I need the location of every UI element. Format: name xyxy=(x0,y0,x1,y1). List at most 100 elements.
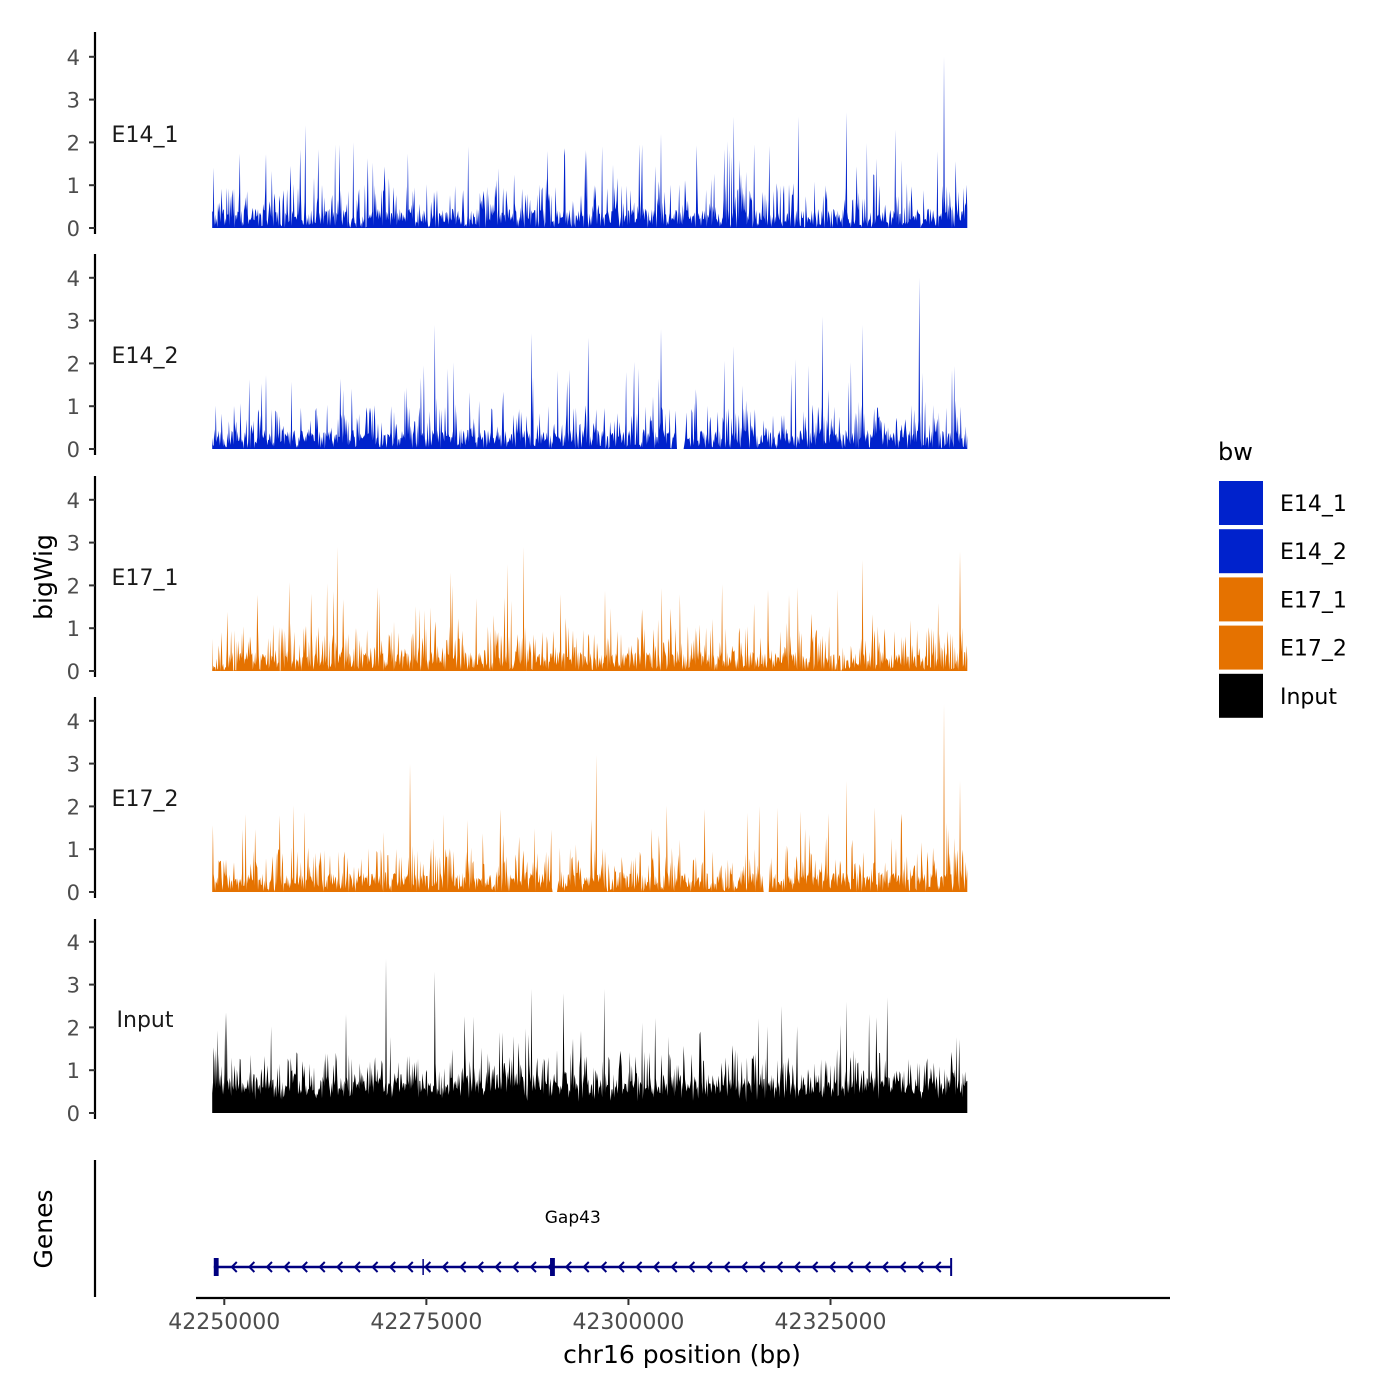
strand-arrow xyxy=(582,1261,590,1273)
track-Input: 0 1 2 3 4 Input xyxy=(67,919,968,1126)
y-tick-label: 1 xyxy=(67,1059,80,1083)
strand-arrow xyxy=(687,1261,696,1273)
legend-label: Input xyxy=(1280,685,1337,710)
strand-arrow xyxy=(635,1261,643,1273)
strand-arrow xyxy=(371,1261,379,1273)
x-tick-label: 42325000 xyxy=(775,1310,887,1335)
legend-swatch-E14_2 xyxy=(1217,527,1265,576)
y-tick-label: 0 xyxy=(67,438,80,462)
y-tick-label: 0 xyxy=(67,1102,80,1126)
strand-arrow xyxy=(881,1261,889,1273)
track-label: E17_1 xyxy=(112,566,179,591)
y-tick-label: 4 xyxy=(67,710,80,734)
exon xyxy=(213,1258,219,1276)
y-tick-label: 2 xyxy=(67,795,80,819)
strand-arrow xyxy=(459,1261,467,1273)
strand-arrow xyxy=(740,1261,748,1273)
gene-name-label: Gap43 xyxy=(545,1208,601,1228)
strand-arrow xyxy=(916,1261,924,1273)
y-tick-label: 4 xyxy=(67,46,80,70)
y-tick-label: 2 xyxy=(67,574,80,598)
strand-arrow xyxy=(775,1261,784,1273)
y-tick-label: 2 xyxy=(67,1016,80,1040)
y-tick-label: 3 xyxy=(67,89,80,113)
legend-label: E17_2 xyxy=(1280,637,1347,662)
y-tick-label: 4 xyxy=(67,931,80,955)
legend: bw E14_1 E14_2 E17_1 E17_2 Input xyxy=(1217,438,1347,720)
strand-arrow xyxy=(828,1261,836,1273)
y-tick-label: 3 xyxy=(67,310,80,334)
strand-arrow xyxy=(723,1261,731,1273)
strand-arrow xyxy=(670,1261,678,1273)
y-tick-label: 3 xyxy=(67,753,80,777)
legend-label: E17_1 xyxy=(1280,588,1347,613)
y-tick-label: 3 xyxy=(67,532,80,556)
strand-arrow xyxy=(247,1261,256,1273)
track-E14_1: 0 1 2 3 4 E14_1 xyxy=(67,32,968,241)
x-tick-label: 42300000 xyxy=(572,1310,684,1335)
strand-arrow xyxy=(335,1261,344,1273)
legend-title: bw xyxy=(1218,438,1253,466)
strand-arrow xyxy=(793,1261,801,1273)
genes-track-label: Genes xyxy=(29,1189,58,1268)
y-tick-label: 4 xyxy=(67,267,80,291)
gene-Gap43: Gap43 xyxy=(213,1208,953,1276)
y-tick-label: 0 xyxy=(67,881,80,905)
legend-swatch-E14_1 xyxy=(1217,479,1265,527)
strand-arrow xyxy=(529,1261,537,1273)
strand-arrow xyxy=(758,1261,766,1273)
track-label: E14_2 xyxy=(112,344,179,369)
strand-arrow xyxy=(283,1261,291,1273)
y-tick-label: 1 xyxy=(67,174,80,198)
y-tick-label: 4 xyxy=(67,489,80,513)
strand-arrow xyxy=(388,1261,396,1273)
strand-arrow xyxy=(476,1261,484,1273)
track-label: Input xyxy=(117,1008,174,1033)
track-label: E17_2 xyxy=(112,787,179,812)
signal-area-E17_2 xyxy=(212,703,968,892)
track-label: E14_1 xyxy=(112,123,179,148)
exon xyxy=(950,1258,953,1276)
genes-panel: Gap43 xyxy=(93,1160,953,1297)
exon xyxy=(550,1258,555,1276)
y-axis-title: bigWig xyxy=(29,534,58,620)
y-tick-label: 2 xyxy=(67,131,80,155)
x-tick-label: 42250000 xyxy=(168,1310,280,1335)
strand-arrow xyxy=(230,1261,238,1273)
x-axis-title: chr16 position (bp) xyxy=(563,1340,801,1369)
strand-arrow xyxy=(863,1261,872,1273)
y-tick-label: 0 xyxy=(67,217,80,241)
strand-arrow xyxy=(353,1261,361,1273)
y-tick-label: 1 xyxy=(67,395,80,419)
strand-arrow xyxy=(564,1261,572,1273)
legend-swatch-Input xyxy=(1217,671,1265,720)
signal-area-E14_1 xyxy=(212,56,968,228)
strand-arrow xyxy=(617,1261,625,1273)
y-tick-label: 0 xyxy=(67,660,80,684)
signal-tracks: 0 1 2 3 4 E14_1 0 1 2 3 4 E14_2 0 1 2 3 4 E17_1 0 1 2 3 4 E17_2… xyxy=(67,32,968,1126)
strand-arrow xyxy=(406,1261,414,1273)
strand-arrow xyxy=(811,1261,819,1273)
strand-arrow xyxy=(494,1261,502,1273)
y-tick-label: 1 xyxy=(67,838,80,862)
legend-label: E14_2 xyxy=(1280,540,1347,565)
strand-arrow xyxy=(318,1261,326,1273)
track-E17_2: 0 1 2 3 4 E17_2 xyxy=(67,697,968,905)
strand-arrow xyxy=(423,1261,432,1273)
legend-swatch-E17_1 xyxy=(1217,575,1265,624)
strand-arrow xyxy=(899,1261,907,1273)
strand-arrow xyxy=(705,1261,713,1273)
track-E14_2: 0 1 2 3 4 E14_2 xyxy=(67,254,968,462)
strand-arrow xyxy=(300,1261,308,1273)
y-tick-label: 2 xyxy=(67,352,80,376)
signal-area-E17_1 xyxy=(212,546,968,671)
strand-arrow xyxy=(846,1261,854,1273)
strand-arrow xyxy=(441,1261,449,1273)
x-axis: 42250000 42275000 42300000 42325000 xyxy=(168,1296,1170,1335)
strand-arrow xyxy=(934,1261,942,1273)
y-tick-label: 3 xyxy=(67,974,80,998)
signal-area-Input xyxy=(212,958,968,1113)
strand-arrow xyxy=(599,1261,608,1273)
x-tick-label: 42275000 xyxy=(370,1310,482,1335)
